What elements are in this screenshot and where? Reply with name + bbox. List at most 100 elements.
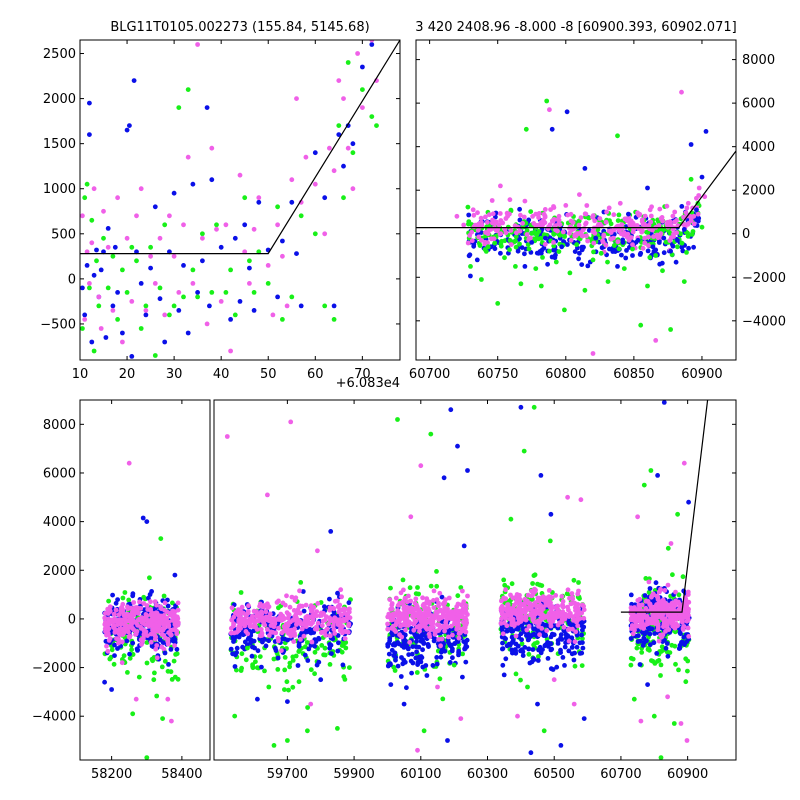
data-point xyxy=(524,633,529,638)
data-point xyxy=(656,223,662,228)
data-point xyxy=(152,204,158,210)
data-point xyxy=(290,684,296,690)
data-point xyxy=(502,606,507,612)
data-point xyxy=(606,205,612,211)
y-tick-label: 2000 xyxy=(742,184,775,199)
data-point xyxy=(551,231,556,237)
data-point xyxy=(328,642,334,648)
data-point xyxy=(550,613,556,619)
data-point xyxy=(645,608,651,614)
data-point xyxy=(653,580,659,586)
data-point xyxy=(264,627,270,632)
data-point xyxy=(648,468,654,473)
data-point xyxy=(683,656,689,662)
data-point xyxy=(401,639,407,645)
data-point xyxy=(327,662,333,667)
data-point xyxy=(309,639,315,645)
data-point xyxy=(171,658,177,664)
data-point xyxy=(341,643,346,648)
data-point xyxy=(312,643,318,649)
data-point xyxy=(312,181,318,187)
data-point xyxy=(621,266,627,271)
data-point xyxy=(668,541,674,546)
data-point xyxy=(190,267,196,273)
data-point xyxy=(103,335,109,340)
data-point xyxy=(133,696,139,702)
data-point xyxy=(451,617,457,623)
data-point xyxy=(535,619,541,624)
data-point xyxy=(560,599,566,604)
data-point xyxy=(607,246,612,252)
data-point xyxy=(316,635,321,641)
data-point xyxy=(504,611,510,617)
data-point xyxy=(513,671,519,677)
data-point xyxy=(531,631,537,637)
data-point xyxy=(340,629,345,634)
data-point xyxy=(524,228,530,233)
data-point xyxy=(498,250,503,256)
data-point xyxy=(671,721,677,726)
data-point xyxy=(112,653,117,658)
data-point xyxy=(529,659,535,665)
data-point xyxy=(129,354,135,359)
data-point xyxy=(160,716,166,721)
data-point xyxy=(109,687,114,692)
data-point xyxy=(174,646,180,652)
data-point xyxy=(662,616,668,622)
data-point xyxy=(599,245,605,251)
data-point xyxy=(590,257,596,263)
data-point xyxy=(521,214,527,220)
data-point xyxy=(540,222,545,228)
data-point xyxy=(275,655,281,661)
data-point xyxy=(89,217,95,223)
data-point xyxy=(560,602,565,608)
data-point xyxy=(127,633,133,639)
data-point xyxy=(341,96,346,101)
data-point xyxy=(670,623,675,629)
data-point xyxy=(686,617,691,623)
data-point xyxy=(653,253,659,258)
data-point xyxy=(87,285,92,291)
data-point xyxy=(397,600,403,606)
data-point xyxy=(507,237,513,243)
data-point xyxy=(513,641,519,647)
data-point xyxy=(535,701,540,707)
data-point xyxy=(115,290,120,295)
data-point xyxy=(686,606,691,612)
data-point xyxy=(445,738,450,743)
data-point xyxy=(549,126,555,132)
data-point xyxy=(577,192,582,198)
data-point xyxy=(536,236,542,242)
data-point xyxy=(544,98,550,104)
data-point xyxy=(464,620,469,625)
data-point xyxy=(424,673,430,678)
data-point xyxy=(518,281,524,287)
data-point xyxy=(611,235,616,241)
data-point xyxy=(574,644,580,650)
data-point xyxy=(459,614,465,620)
data-point xyxy=(552,255,558,261)
data-point xyxy=(463,605,468,610)
data-point xyxy=(346,600,352,606)
data-point xyxy=(421,640,427,646)
data-point xyxy=(501,620,507,626)
data-point xyxy=(327,145,332,151)
data-point xyxy=(428,613,434,618)
data-point xyxy=(575,623,581,629)
data-point xyxy=(650,612,656,618)
data-point xyxy=(673,661,678,667)
data-point xyxy=(339,649,345,655)
data-point xyxy=(469,238,475,244)
data-point xyxy=(388,682,394,687)
data-point xyxy=(87,132,92,138)
x-tick-label: 60300 xyxy=(467,767,508,782)
data-point xyxy=(688,218,694,224)
data-point xyxy=(655,658,660,664)
data-point xyxy=(231,639,236,644)
data-point xyxy=(146,595,151,601)
data-point xyxy=(322,645,328,651)
data-point xyxy=(664,641,670,646)
data-point xyxy=(646,589,652,595)
data-point xyxy=(535,658,541,663)
data-point xyxy=(104,643,109,649)
